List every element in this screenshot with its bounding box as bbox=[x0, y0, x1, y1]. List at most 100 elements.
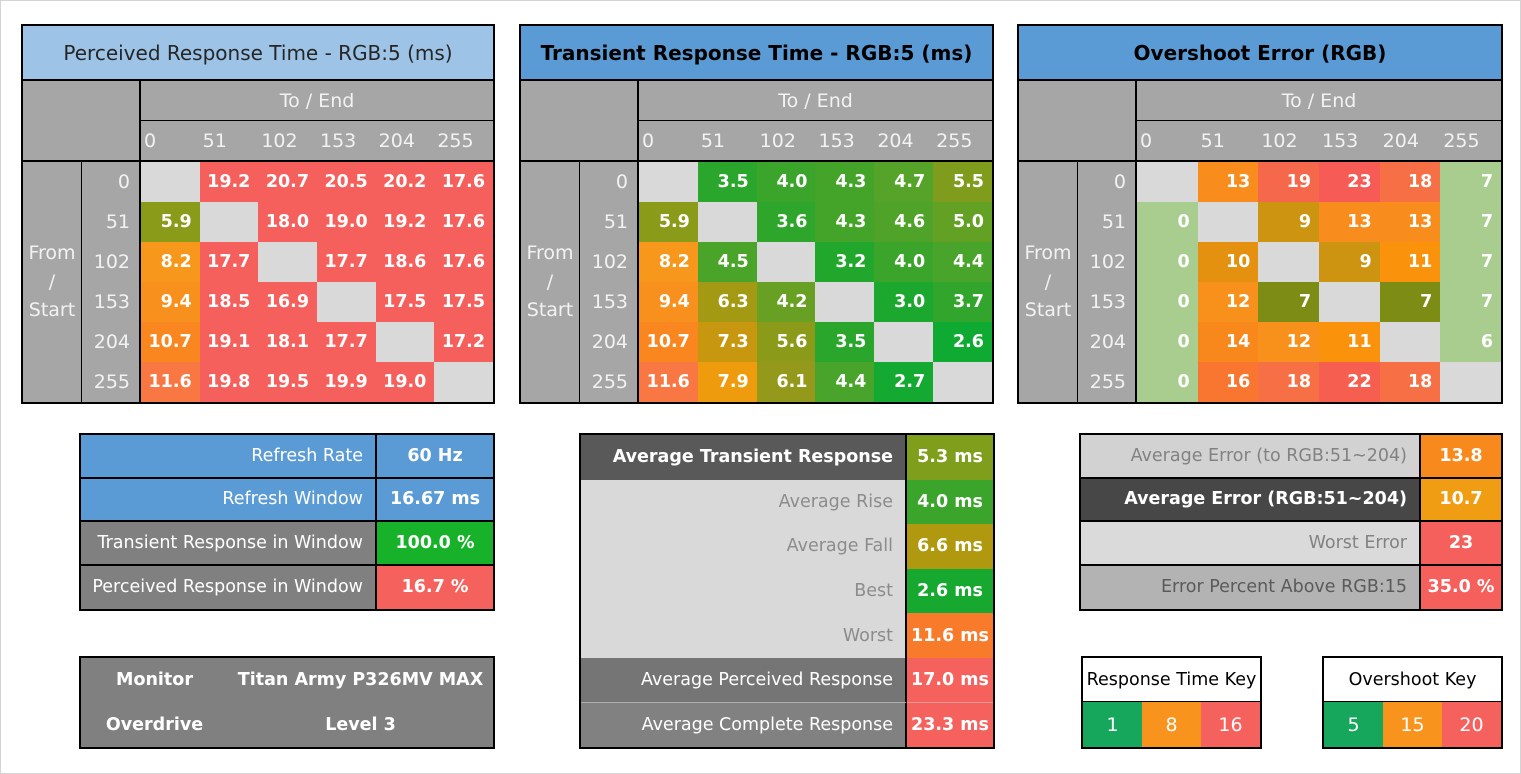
value-cell: 17.7 bbox=[317, 322, 376, 362]
value-cell: 2.6 bbox=[933, 322, 992, 362]
from-start-label: From / Start bbox=[1019, 162, 1078, 402]
row-header: 255 bbox=[591, 371, 628, 393]
row-header: 0 bbox=[117, 171, 130, 193]
value-cell: 0 bbox=[1137, 202, 1198, 242]
diagonal-cell bbox=[1440, 362, 1501, 402]
row-value: Level 3 bbox=[228, 702, 493, 747]
key-title: Response Time Key bbox=[1083, 658, 1260, 702]
diagonal-cell bbox=[1379, 322, 1441, 362]
diagonal-cell bbox=[258, 242, 317, 282]
value-cell: 7.3 bbox=[697, 322, 757, 362]
row-header: 102 bbox=[591, 251, 628, 273]
diagonal-cell bbox=[317, 282, 376, 322]
matrix-title: Perceived Response Time - RGB:5 (ms) bbox=[23, 26, 493, 81]
matrix-body: From / Start 0 51 102 153 204 255 19.2 20.7 20.5 2… bbox=[23, 162, 493, 402]
row-label: Average Complete Response bbox=[581, 702, 907, 747]
row-value: 23.3 ms bbox=[907, 702, 993, 747]
value-cell: 4.3 bbox=[815, 202, 875, 242]
from-start-line: / bbox=[48, 270, 56, 293]
value-cell: 17.7 bbox=[199, 242, 259, 282]
diagonal-cell bbox=[874, 322, 934, 362]
row-value: 100.0 % bbox=[377, 522, 493, 566]
value-cell: 18 bbox=[1379, 362, 1441, 402]
value-cell: 12 bbox=[1258, 322, 1319, 362]
row-header: 255 bbox=[93, 371, 130, 393]
diagonal-cell bbox=[815, 282, 875, 322]
matrix-title: Transient Response Time - RGB:5 (ms) bbox=[521, 26, 992, 81]
row-label: Average Error (RGB:51~204) bbox=[1081, 478, 1421, 522]
row-label: Average Fall bbox=[581, 524, 907, 569]
value-cell: 9.4 bbox=[639, 282, 698, 322]
row-header: 51 bbox=[603, 211, 628, 233]
row-header: 0 bbox=[1113, 171, 1126, 193]
diagonal-cell bbox=[141, 162, 200, 202]
col-header: 51 bbox=[700, 129, 726, 152]
row-headers: 0 51 102 153 204 255 bbox=[580, 162, 639, 402]
transient-summary-table: Average Transient Response 5.3 ms Average … bbox=[579, 433, 995, 749]
value-cell: 8.2 bbox=[639, 242, 698, 282]
to-end-label: To / End bbox=[141, 81, 493, 121]
value-cell: 19.5 bbox=[258, 362, 317, 402]
col-header: 204 bbox=[378, 129, 415, 152]
from-start-line: / bbox=[1044, 270, 1052, 293]
value-cell: 17.2 bbox=[434, 322, 493, 362]
row-header: 51 bbox=[105, 211, 130, 233]
row-headers: 0 51 102 153 204 255 bbox=[82, 162, 141, 402]
value-cell: 20.2 bbox=[375, 162, 435, 202]
col-header: 0 bbox=[642, 129, 655, 152]
value-cell: 5.0 bbox=[933, 202, 992, 242]
diagonal-cell bbox=[1197, 202, 1259, 242]
row-header: 204 bbox=[1089, 331, 1126, 353]
from-start-line: Start bbox=[1024, 299, 1072, 322]
matrix-header: To / End 0 51 102 153 204 255 bbox=[23, 81, 493, 162]
value-cell: 13 bbox=[1197, 162, 1259, 202]
diagonal-cell bbox=[697, 202, 757, 242]
value-cell: 3.5 bbox=[697, 162, 757, 202]
value-cell: 4.7 bbox=[874, 162, 934, 202]
response-time-key: Response Time Key 1 8 16 bbox=[1081, 656, 1262, 749]
value-cell: 7 bbox=[1440, 282, 1501, 322]
value-cell: 8.2 bbox=[141, 242, 200, 282]
row-header: 0 bbox=[615, 171, 628, 193]
value-cell: 5.6 bbox=[756, 322, 816, 362]
key-cell: 8 bbox=[1142, 702, 1201, 747]
refresh-summary-table: Refresh Rate 60 Hz Refresh Window 16.67 ms T… bbox=[79, 433, 495, 611]
value-cell: 4.0 bbox=[756, 162, 816, 202]
row-value: 10.7 bbox=[1421, 478, 1501, 522]
row-header: 102 bbox=[93, 251, 130, 273]
row-label: Worst Error bbox=[1081, 522, 1421, 566]
col-header: 153 bbox=[320, 129, 357, 152]
row-value: 4.0 ms bbox=[907, 479, 993, 525]
value-cell: 0 bbox=[1137, 362, 1198, 402]
col-header: 51 bbox=[202, 129, 227, 152]
value-cell: 17.6 bbox=[434, 162, 493, 202]
value-cell: 0 bbox=[1137, 322, 1198, 362]
value-cell: 19.2 bbox=[199, 162, 259, 202]
value-cell: 17.5 bbox=[434, 282, 493, 322]
value-cell: 18.1 bbox=[258, 322, 317, 362]
value-cell: 5.9 bbox=[141, 202, 200, 242]
from-start-line: From bbox=[28, 242, 76, 265]
matrix-header: To / End 0 51 102 153 204 255 bbox=[1019, 81, 1501, 162]
col-header: 255 bbox=[1443, 129, 1480, 152]
diagonal-cell bbox=[1258, 242, 1319, 282]
row-header: 153 bbox=[93, 291, 130, 313]
row-header: 255 bbox=[1089, 371, 1126, 393]
row-header: 153 bbox=[591, 291, 628, 313]
diagonal-cell bbox=[434, 362, 493, 402]
row-label: Perceived Response in Window bbox=[81, 565, 377, 609]
value-cell: 19.2 bbox=[375, 202, 435, 242]
value-cell: 7 bbox=[1379, 282, 1441, 322]
value-cell: 11 bbox=[1319, 322, 1380, 362]
diagonal-cell bbox=[1319, 282, 1380, 322]
value-cell: 17.5 bbox=[375, 282, 435, 322]
value-cell: 4.4 bbox=[933, 242, 992, 282]
row-value: 17.0 ms bbox=[907, 657, 993, 703]
value-cell: 22 bbox=[1319, 362, 1380, 402]
diagonal-cell bbox=[1137, 162, 1198, 202]
value-cell: 4.5 bbox=[697, 242, 757, 282]
key-cell: 1 bbox=[1083, 702, 1142, 747]
row-header: 204 bbox=[591, 331, 628, 353]
from-start-line: From bbox=[1024, 242, 1072, 265]
col-header: 255 bbox=[936, 129, 973, 152]
